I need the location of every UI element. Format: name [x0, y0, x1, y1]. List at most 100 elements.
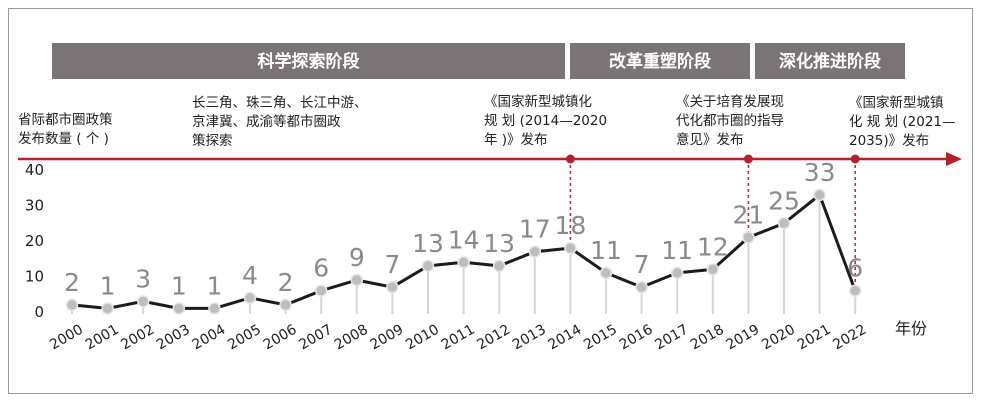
- data-label-2017: 11: [661, 236, 693, 265]
- x-tick-label-2006: 2006: [261, 322, 300, 354]
- phase-bar-3: [755, 43, 905, 79]
- data-label-2012: 13: [483, 229, 515, 258]
- data-label-2000: 2: [64, 268, 80, 297]
- x-tick-label-2017: 2017: [652, 322, 691, 354]
- data-point-2003: [172, 302, 186, 315]
- data-label-2006: 2: [278, 268, 294, 297]
- data-label-2007: 6: [313, 254, 329, 283]
- data-label-2014: 18: [554, 211, 586, 240]
- x-tick-label-2009: 2009: [368, 322, 407, 354]
- data-label-2020: 25: [768, 186, 800, 215]
- annotation-1-line-3: 策探索: [192, 132, 233, 149]
- data-point-2001: [101, 302, 114, 315]
- annotation-3-line-3: 意见》发布: [676, 131, 744, 148]
- milestone-dot-2019: [743, 154, 753, 164]
- annotation-2-line-2: 规 划 (2014—2020: [484, 113, 607, 129]
- x-tick-label-2004: 2004: [190, 322, 229, 354]
- x-tick-label-2010: 2010: [403, 322, 442, 354]
- phase-bar-2: [570, 43, 750, 79]
- data-label-2015: 11: [590, 236, 622, 265]
- data-label-2008: 9: [349, 243, 365, 272]
- x-tick-label-2000: 2000: [47, 322, 86, 354]
- data-label-2004: 1: [206, 271, 222, 300]
- x-axis-label: 年份: [895, 319, 927, 338]
- data-point-2010: [421, 259, 435, 273]
- phase-bars: 科学探索阶段 改革重塑阶段 深化推进阶段: [52, 43, 905, 79]
- data-point-2005: [243, 291, 257, 305]
- y-tick-label-40: 40: [25, 161, 44, 179]
- data-point-2004: [208, 302, 221, 315]
- annotation-2-line-1: 《国家新型城镇化: [484, 93, 592, 110]
- y-axis: 省际都市圈政策 发布数量 ( 个 ) 0 10 20 30 40: [18, 111, 113, 321]
- x-tick-label-2015: 2015: [581, 322, 620, 354]
- annotation-4-line-3: 2035)》发布: [849, 133, 929, 149]
- y-axis-label-line-1: 省际都市圈政策: [18, 111, 113, 128]
- phase-label-2: 改革重塑阶段: [609, 51, 711, 72]
- phase-label-3: 深化推进阶段: [779, 51, 881, 72]
- annotation-3-line-1: 《关于培育发展现: [676, 94, 784, 110]
- data-label-2009: 7: [384, 250, 400, 279]
- data-label-2013: 17: [519, 215, 551, 244]
- y-tick-label-0: 0: [34, 303, 44, 321]
- x-tick-label-2021: 2021: [795, 322, 834, 354]
- data-point-2013: [528, 245, 542, 258]
- data-point-2012: [492, 259, 506, 273]
- data-point-2007: [314, 284, 328, 297]
- data-label-2011: 14: [448, 225, 480, 254]
- data-label-2021: 33: [804, 158, 836, 187]
- x-tick-label-2011: 2011: [439, 322, 478, 354]
- phase-label-1: 科学探索阶段: [258, 51, 360, 72]
- chart-frame: [8, 8, 973, 394]
- data-point-2020: [777, 217, 791, 230]
- timeline-arrow: [18, 152, 962, 166]
- data-point-2011: [457, 256, 470, 269]
- data-label-2003: 1: [171, 271, 187, 300]
- data-label-2005: 4: [242, 261, 258, 290]
- data-point-2008: [350, 273, 364, 287]
- x-tick-label-2020: 2020: [759, 322, 798, 354]
- milestone-markers: [565, 154, 860, 291]
- x-tick-label-2002: 2002: [118, 322, 157, 354]
- data-label-2010: 13: [412, 229, 444, 258]
- x-tick-label-2016: 2016: [617, 322, 656, 354]
- data-label-2001: 1: [100, 271, 116, 300]
- phase-bar-1: [52, 43, 565, 79]
- drop-lines: [71, 194, 857, 314]
- x-tick-label-2014: 2014: [546, 322, 585, 354]
- x-tick-label-2018: 2018: [688, 322, 727, 354]
- data-point-2016: [635, 280, 648, 294]
- x-tick-label-2007: 2007: [296, 322, 335, 354]
- data-point-2015: [599, 266, 613, 280]
- annotation-1-line-1: 长三角、珠三角、长江中游、: [192, 95, 368, 111]
- y-tick-label-10: 10: [25, 268, 44, 286]
- data-point-2022: [848, 284, 862, 297]
- data-point-2002: [136, 295, 150, 308]
- data-label-2018: 12: [697, 232, 729, 261]
- milestone-dot-2014: [565, 154, 575, 164]
- annotation-3-line-2: 代化都市圈的指导: [676, 112, 784, 129]
- annotation-1-line-2: 京津冀、成渝等都市圈政: [192, 113, 341, 130]
- x-tick-label-2005: 2005: [225, 322, 264, 354]
- data-point-2006: [279, 298, 292, 312]
- data-point-2019: [742, 231, 755, 244]
- x-tick-label-2019: 2019: [724, 322, 763, 354]
- x-tick-label-2001: 2001: [83, 322, 122, 354]
- x-axis: 2000200120022003200420052006200720082009…: [47, 322, 869, 354]
- data-point-2009: [386, 280, 399, 294]
- annotation-4-line-1: 《国家新型城镇: [849, 94, 944, 111]
- data-point-2017: [670, 266, 684, 280]
- milestone-dot-2022: [850, 154, 860, 164]
- annotation-4-line-2: 化 规 划 (2021—: [849, 114, 956, 130]
- data-label-2022: 6: [847, 254, 863, 283]
- y-tick-label-20: 20: [25, 232, 44, 250]
- data-label-2002: 3: [135, 264, 151, 293]
- x-tick-label-2003: 2003: [154, 322, 193, 354]
- data-point-2014: [564, 241, 577, 255]
- x-tick-label-2013: 2013: [510, 322, 549, 354]
- timeline-arrow-head: [946, 152, 962, 166]
- x-tick-label-2012: 2012: [474, 322, 513, 354]
- annotation-2-line-3: 年 )》发布: [484, 132, 548, 148]
- data-point-2021: [813, 188, 826, 202]
- data-point-2018: [706, 263, 720, 276]
